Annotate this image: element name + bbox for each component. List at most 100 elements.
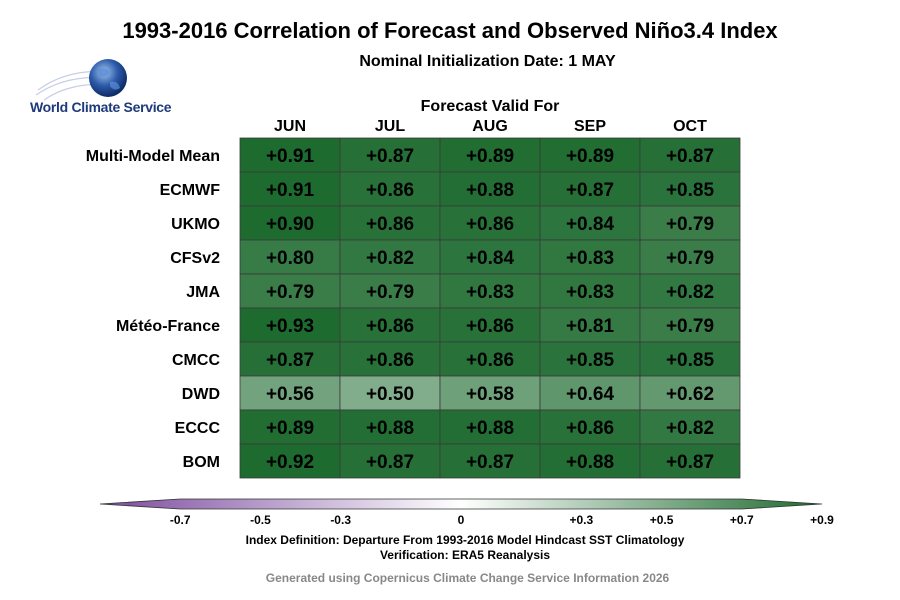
cell-value-label: +0.80 — [266, 248, 314, 269]
chart-subtitle: Nominal Initialization Date: 1 MAY — [359, 53, 616, 70]
colorbar-tick-label: +0.7 — [730, 513, 754, 527]
heatmap-cell — [539, 375, 641, 411]
row-label: CMCC — [172, 352, 220, 369]
cell-value-label: +0.82 — [666, 282, 714, 303]
cell-value-label: +0.86 — [466, 316, 514, 337]
row-label: Multi-Model Mean — [86, 148, 220, 165]
index-definition-note: Index Definition: Departure From 1993-20… — [245, 533, 685, 547]
heatmap-cell — [439, 307, 541, 343]
heatmap-cell — [339, 171, 441, 207]
row-label: JMA — [186, 284, 220, 301]
heatmap-cell — [639, 307, 741, 343]
cell-value-label: +0.56 — [266, 384, 314, 405]
cell-value-label: +0.83 — [466, 282, 514, 303]
column-label-jul: JUL — [375, 118, 405, 135]
heatmap-cell — [339, 443, 441, 479]
heatmap-cell — [639, 443, 741, 479]
cell-value-label: +0.86 — [366, 214, 414, 235]
heatmap-cell — [339, 239, 441, 275]
row-label: Météo-France — [116, 318, 220, 335]
cell-value-label: +0.79 — [266, 282, 314, 303]
heatmap-cell — [439, 205, 541, 241]
heatmap-cell — [539, 205, 641, 241]
cell-value-label: +0.84 — [566, 214, 615, 235]
column-label-jun: JUN — [274, 118, 306, 135]
heatmap-cell — [639, 205, 741, 241]
cell-value-label: +0.79 — [366, 282, 414, 303]
cell-value-label: +0.89 — [466, 146, 514, 167]
cell-value-label: +0.82 — [366, 248, 414, 269]
heatmap-cell — [239, 307, 341, 343]
colorbar-tick-label: -0.3 — [330, 513, 351, 527]
column-label-oct: OCT — [673, 118, 707, 135]
cell-value-label: +0.92 — [266, 452, 314, 473]
cell-value-label: +0.79 — [666, 214, 714, 235]
row-label: ECMWF — [160, 182, 221, 199]
cell-value-label: +0.88 — [566, 452, 614, 473]
heatmap-cell — [439, 273, 541, 309]
heatmap-cell — [639, 239, 741, 275]
row-label: DWD — [182, 386, 220, 403]
heatmap-cell — [339, 341, 441, 377]
heatmap-cell — [439, 137, 541, 173]
heatmap-cell — [239, 205, 341, 241]
heatmap-cell — [239, 443, 341, 479]
cell-value-label: +0.91 — [266, 146, 315, 167]
row-label: BOM — [183, 454, 220, 471]
cell-value-label: +0.88 — [466, 180, 514, 201]
column-label-aug: AUG — [472, 118, 508, 135]
cell-value-label: +0.62 — [666, 384, 714, 405]
heatmap-cell — [239, 375, 341, 411]
heatmap-cell — [539, 307, 641, 343]
chart-title: 1993-2016 Correlation of Forecast and Ob… — [122, 18, 778, 43]
credit-note: Generated using Copernicus Climate Chang… — [265, 571, 670, 585]
colorbar-tick-label: -0.7 — [170, 513, 191, 527]
cell-value-label: +0.82 — [666, 418, 714, 439]
cell-value-label: +0.89 — [566, 146, 614, 167]
cell-value-label: +0.87 — [266, 350, 314, 371]
logo-text: World Climate Service — [30, 99, 172, 115]
cell-value-label: +0.85 — [666, 180, 715, 201]
cell-value-label: +0.79 — [666, 248, 714, 269]
heatmap-cell — [539, 171, 641, 207]
heatmap-cells — [239, 137, 741, 479]
heatmap-cell — [539, 273, 641, 309]
cell-value-label: +0.86 — [366, 350, 414, 371]
cell-value-label: +0.86 — [366, 180, 414, 201]
colorbar-tick-label: 0 — [458, 513, 465, 527]
cell-value-label: +0.85 — [666, 350, 715, 371]
heatmap-cell — [339, 307, 441, 343]
cell-value-label: +0.83 — [566, 282, 614, 303]
heatmap-cell — [539, 137, 641, 173]
row-labels: Multi-Model Mean ECMWF UKMO CFSv2 JMA Météo-F… — [86, 148, 221, 471]
heatmap-cell — [639, 409, 741, 445]
row-label: UKMO — [171, 216, 220, 233]
colorbar — [99, 498, 823, 510]
cell-value-label: +0.87 — [466, 452, 514, 473]
column-label-sep: SEP — [574, 118, 606, 135]
cell-value-label: +0.91 — [266, 180, 315, 201]
cell-value-label: +0.86 — [466, 214, 514, 235]
cell-value-label: +0.87 — [666, 146, 714, 167]
heatmap-cell — [339, 375, 441, 411]
heatmap-cell-labels: +0.91 +0.87 +0.89 +0.89 +0.87 +0.91 +0.86 +0.88… — [266, 146, 715, 473]
cell-value-label: +0.88 — [466, 418, 514, 439]
cell-value-label: +0.85 — [566, 350, 615, 371]
row-label: ECCC — [175, 420, 221, 437]
colorbar-ticks: -0.7 -0.5 -0.3 0 +0.3 +0.5 +0.7 +0.9 — [170, 513, 834, 527]
cell-value-label: +0.86 — [366, 316, 414, 337]
colorbar-tick-label: +0.9 — [810, 513, 834, 527]
heatmap-cell — [239, 137, 341, 173]
cell-value-label: +0.50 — [366, 384, 414, 405]
heatmap-cell — [639, 171, 741, 207]
heatmap-cell — [439, 239, 541, 275]
cell-value-label: +0.84 — [466, 248, 515, 269]
cell-value-label: +0.88 — [366, 418, 414, 439]
row-label: CFSv2 — [170, 250, 220, 267]
heatmap-cell — [339, 409, 441, 445]
heatmap-cell — [539, 239, 641, 275]
cell-value-label: +0.93 — [266, 316, 314, 337]
heatmap-cell — [339, 205, 441, 241]
cell-value-label: +0.87 — [366, 452, 414, 473]
heatmap-cell — [439, 375, 541, 411]
